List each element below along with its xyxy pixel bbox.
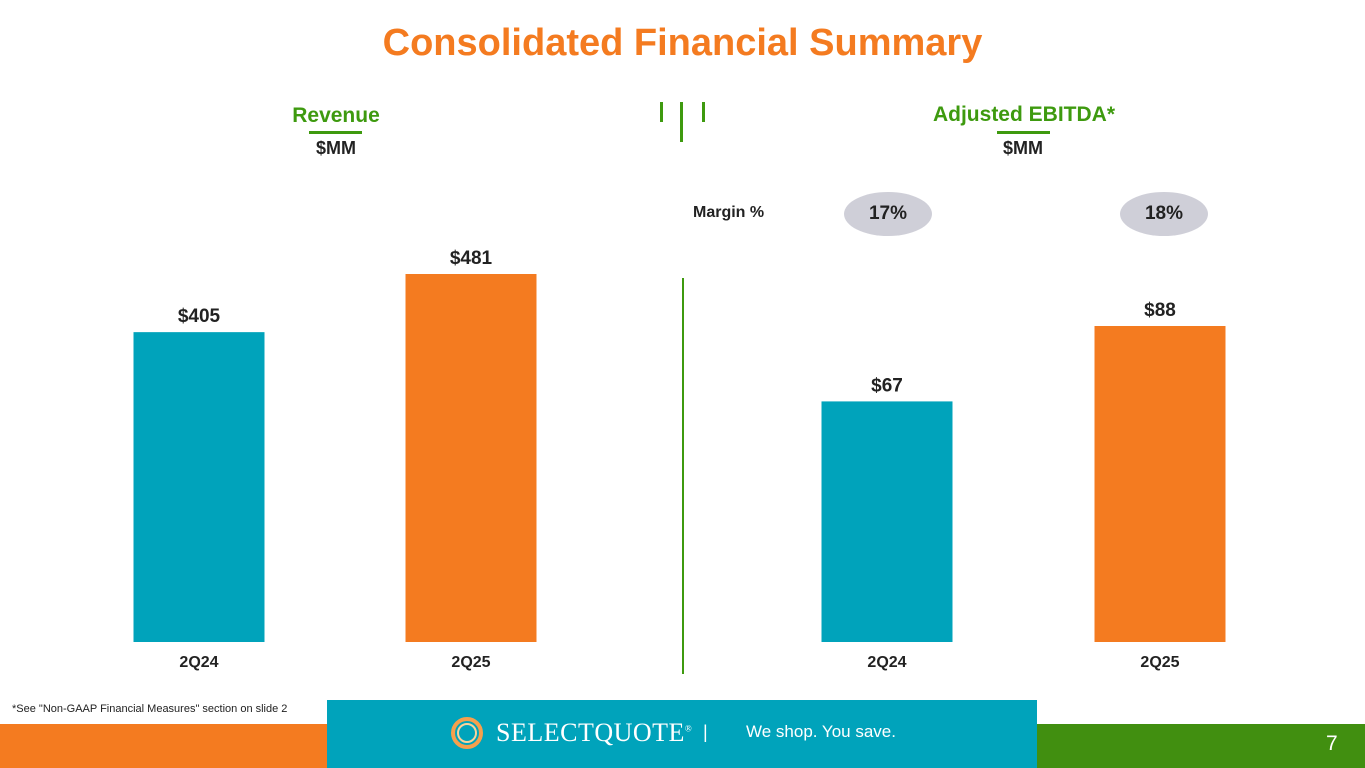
ebitda-chart-title: Adjusted EBITDA* — [932, 103, 1115, 126]
decorative-tick-left — [660, 102, 663, 122]
ebitda-bar-2q24 — [821, 401, 953, 642]
ebitda-units: $MM — [1003, 138, 1043, 158]
revenue-chart-title: Revenue — [292, 104, 380, 127]
footer-brand-name: SELECTQUOTE® — [496, 718, 693, 747]
margin-pill-2q24: 17% — [844, 192, 932, 236]
ebitda-category-label-2q25: 2Q25 — [1140, 654, 1179, 671]
revenue-title-underline — [309, 131, 362, 134]
margin-pill-2q25: 18% — [1120, 192, 1208, 236]
charts-canvas: $405 2Q24 $481 2Q25 $67 2Q24 $88 2Q25 — [133, 248, 1226, 674]
revenue-chart: $405 2Q24 $481 2Q25 — [133, 248, 537, 671]
revenue-bar-2q24 — [133, 332, 265, 642]
footer-tagline: We shop. You save. — [746, 722, 896, 741]
page-number: 7 — [1326, 732, 1338, 755]
ebitda-chart: $67 2Q24 $88 2Q25 — [821, 300, 1226, 671]
ebitda-title-underline — [997, 131, 1050, 134]
margin-label: Margin % — [693, 204, 765, 221]
footer-band-orange — [0, 724, 340, 768]
footer-separator: | — [703, 722, 708, 742]
footnote: *See "Non-GAAP Financial Measures" secti… — [12, 703, 288, 715]
revenue-bar-2q25 — [405, 274, 537, 642]
ebitda-value-label-2q25: $88 — [1144, 300, 1176, 321]
footer-brand-box — [327, 700, 1037, 768]
decorative-tick-right — [702, 102, 705, 122]
footer-band-green — [1030, 724, 1365, 768]
revenue-value-label-2q24: $405 — [178, 306, 221, 327]
decorative-tick-center — [680, 102, 683, 142]
slide-title: Consolidated Financial Summary — [382, 22, 983, 64]
revenue-category-label-2q24: 2Q24 — [179, 654, 218, 671]
ebitda-bar-2q25 — [1094, 326, 1226, 642]
revenue-units: $MM — [316, 138, 356, 158]
revenue-value-label-2q25: $481 — [450, 248, 493, 269]
ebitda-value-label-2q24: $67 — [871, 375, 903, 396]
selectquote-logo-icon — [451, 717, 483, 749]
revenue-category-label-2q25: 2Q25 — [451, 654, 490, 671]
ebitda-category-label-2q24: 2Q24 — [867, 654, 906, 671]
